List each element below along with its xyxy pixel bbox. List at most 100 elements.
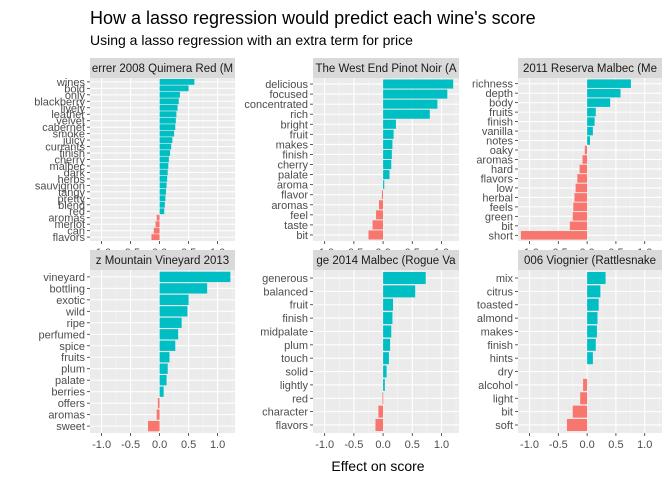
facet-strip xyxy=(518,58,662,78)
category-label: plum xyxy=(61,364,85,376)
bar xyxy=(153,227,160,234)
category-label: can xyxy=(67,226,85,238)
bar xyxy=(587,325,597,338)
category-label: midpalate xyxy=(260,326,308,338)
category-label: bit xyxy=(501,221,513,233)
facet-strip xyxy=(518,250,662,270)
bar xyxy=(155,221,160,228)
bar xyxy=(575,183,588,193)
bar xyxy=(159,163,169,169)
category-label: flavors xyxy=(481,173,514,185)
category-label: herbs xyxy=(57,174,85,186)
category-label: oaky xyxy=(490,145,514,157)
bar xyxy=(368,230,384,240)
category-label: aromas xyxy=(271,200,308,212)
category-label: feel xyxy=(290,210,308,222)
bar xyxy=(159,104,178,111)
category-label: only xyxy=(65,90,86,102)
category-label: lightly xyxy=(280,380,309,392)
bar xyxy=(159,78,195,85)
category-label: soft xyxy=(495,420,513,432)
facet-strip-label: ge 2014 Malbec (Rogue Va xyxy=(316,255,456,267)
category-label: fruit xyxy=(290,129,308,141)
bar xyxy=(383,129,394,139)
x-tick-label: -0.5 xyxy=(344,439,363,451)
bar xyxy=(156,409,160,420)
bar xyxy=(587,126,593,136)
category-label: ripe xyxy=(67,318,85,330)
category-label: feels xyxy=(490,202,514,214)
x-tick-label: 0.5 xyxy=(608,439,623,451)
bar xyxy=(159,85,189,92)
x-tick-label: 0.0 xyxy=(375,439,390,451)
category-label: plum xyxy=(284,340,308,352)
bar xyxy=(383,365,387,378)
bar xyxy=(382,392,384,405)
category-label: taste xyxy=(284,220,308,232)
bar xyxy=(159,195,166,202)
bar xyxy=(577,174,588,183)
bar xyxy=(587,88,621,98)
bar xyxy=(587,107,596,117)
category-label: aromas xyxy=(476,155,513,167)
bar xyxy=(159,340,176,351)
x-tick-label: 0.5 xyxy=(181,439,196,451)
bar xyxy=(159,137,173,144)
facet-panel: The West End Pinot Noir (A deliciousfocus… xyxy=(244,58,459,259)
category-label: alcohol xyxy=(478,380,513,392)
chart-subtitle: Using a lasso regression with an extra t… xyxy=(90,32,413,48)
bar xyxy=(383,378,385,391)
bar xyxy=(587,298,599,311)
category-label: finish xyxy=(59,148,85,160)
category-label: hard xyxy=(491,164,513,176)
category-label: palate xyxy=(278,170,308,182)
facet-strip xyxy=(90,58,235,78)
category-label: malbec xyxy=(50,161,86,173)
bar xyxy=(159,182,167,189)
category-label: sauvignon xyxy=(35,180,85,192)
bar xyxy=(159,294,189,306)
category-label: mix xyxy=(496,273,514,285)
category-label: bit xyxy=(501,407,513,419)
facet-strip-label: z Mountain Vineyard 2013 xyxy=(96,255,229,267)
bar xyxy=(151,234,160,241)
bar xyxy=(159,156,169,163)
bar xyxy=(573,202,588,212)
category-label: spice xyxy=(59,341,85,353)
bar xyxy=(383,89,448,99)
x-tick-label: 1.0 xyxy=(637,439,652,451)
category-label: cherry xyxy=(54,155,85,167)
bar xyxy=(572,212,588,221)
category-label: flavors xyxy=(53,232,86,244)
bar xyxy=(159,352,170,363)
category-label: short xyxy=(489,230,513,242)
category-label: concentrated xyxy=(244,99,308,111)
bar xyxy=(159,283,208,294)
category-label: blend xyxy=(58,200,85,212)
x-tick-label: 0.0 xyxy=(579,439,594,451)
bar xyxy=(375,418,384,431)
category-label: fruits xyxy=(61,352,85,364)
bar xyxy=(159,143,172,150)
category-label: vineyard xyxy=(43,272,85,284)
category-label: makes xyxy=(481,326,514,338)
category-label: bright xyxy=(280,119,308,131)
bar xyxy=(159,208,165,215)
facet-panel: ge 2014 Malbec (Rogue Va generousbalanced… xyxy=(260,250,459,451)
category-label: generous xyxy=(262,273,308,285)
bar xyxy=(587,312,598,325)
x-tick-label: -1.0 xyxy=(92,439,111,451)
bar xyxy=(587,352,593,365)
panel-background xyxy=(90,270,235,433)
category-label: rich xyxy=(290,109,308,121)
category-label: vanilla xyxy=(482,126,514,138)
category-label: character xyxy=(262,407,308,419)
bar xyxy=(159,363,168,374)
bar xyxy=(383,285,416,298)
bar xyxy=(383,272,426,285)
bar xyxy=(159,117,176,124)
bar xyxy=(383,139,393,149)
bar xyxy=(587,136,590,145)
bar xyxy=(584,145,588,155)
